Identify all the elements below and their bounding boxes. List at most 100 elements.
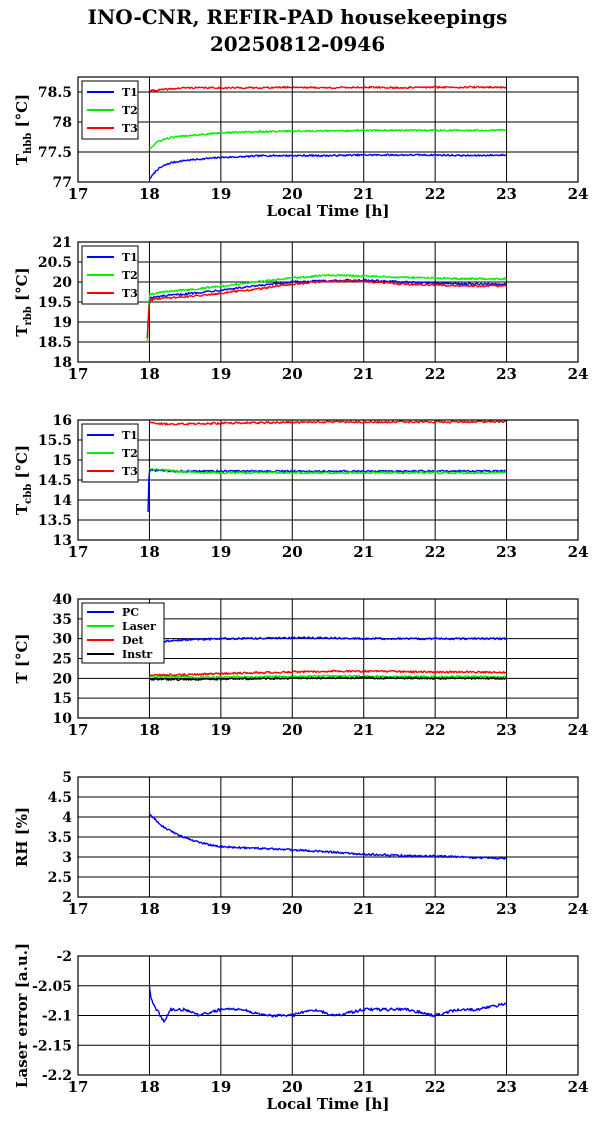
x-tick-label: 18 [139, 721, 160, 739]
y-tick-label: 13 [53, 533, 72, 549]
y-axis-label-main: Laser error [a.u.] [13, 943, 31, 1088]
chart-panel-6: -2.2 -2.15 -2.1 -2.05 -2 17 18 19 20 21 22 23 24 Lase… [13, 943, 588, 1113]
y-tick-label: 77 [53, 175, 72, 191]
legend-label: T3 [122, 287, 138, 300]
chart-legend: T1 T2 T3 [81, 423, 139, 483]
series-line-2 [149, 467, 507, 475]
y-tick-label: 20.5 [38, 255, 72, 271]
y-tick-label: 4 [62, 810, 72, 826]
y-axis-label-main: RH [%] [13, 807, 31, 867]
y-tick-label: 19.5 [38, 295, 72, 311]
y-tick-label: 25 [53, 652, 72, 668]
y-axis-label: Trbb [°C] [13, 267, 34, 336]
x-tick-label: 23 [496, 543, 517, 561]
x-tick-label: 19 [210, 365, 231, 383]
y-tick-label: 15 [53, 453, 72, 469]
x-tick-label: 19 [210, 1078, 231, 1096]
y-tick-label: 4.5 [48, 790, 72, 806]
series-line-3 [149, 669, 507, 677]
x-tick-label: 17 [68, 721, 89, 739]
legend-label: T2 [122, 447, 138, 460]
x-tick-label: 20 [282, 543, 303, 561]
legend-label: T1 [122, 86, 138, 99]
x-tick-label: 23 [496, 1078, 517, 1096]
x-tick-label: 22 [425, 900, 446, 918]
y-tick-label: 78 [53, 115, 72, 131]
y-axis-label: Thbb [°C] [13, 94, 34, 165]
plot-frame [77, 76, 579, 183]
x-tick-label: 23 [496, 365, 517, 383]
legend-label: PC [122, 606, 139, 619]
x-tick-label: 19 [210, 721, 231, 739]
y-axis-label: Laser error [a.u.] [13, 943, 31, 1088]
y-tick-label: -2.2 [42, 1068, 72, 1084]
x-tick-label: 22 [425, 721, 446, 739]
legend-label: T3 [122, 122, 138, 135]
chart-panel-5: 2 2.5 3 3.5 4 4.5 5 17 18 19 20 21 22 23 24 RH [%] [13, 770, 588, 918]
x-tick-label: 18 [139, 543, 160, 561]
x-tick-label: 18 [139, 365, 160, 383]
x-tick-label: 24 [568, 1078, 589, 1096]
x-tick-label: 18 [139, 1078, 160, 1096]
plot-frame [77, 955, 579, 1076]
y-tick-label: 14 [53, 493, 73, 509]
x-tick-label: 22 [425, 1078, 446, 1096]
x-tick-label: 21 [353, 185, 374, 203]
y-axis-label-sub: rbb [23, 306, 34, 325]
x-tick-label: 24 [568, 543, 589, 561]
series-line-3 [149, 85, 507, 92]
y-axis-label: Tcbb [°C] [13, 445, 34, 515]
y-tick-label: -2.1 [42, 1009, 72, 1025]
chart-legend: T1 T2 T3 [81, 80, 139, 140]
plot-frame [77, 419, 579, 541]
plot-frame [77, 241, 579, 363]
x-tick-label: 21 [353, 721, 374, 739]
x-tick-label: 20 [282, 900, 303, 918]
x-tick-label: 24 [568, 365, 589, 383]
x-axis-label: Local Time [h] [267, 202, 390, 220]
x-tick-label: 17 [68, 1078, 89, 1096]
x-tick-label: 20 [282, 365, 303, 383]
series-line-1 [148, 153, 507, 180]
y-axis-label-sub: cbb [23, 484, 34, 504]
x-tick-label: 19 [210, 900, 231, 918]
series-line-2 [149, 674, 507, 679]
y-tick-label: 40 [53, 592, 73, 608]
y-tick-label: 2 [62, 890, 72, 906]
y-tick-label: 21 [53, 235, 72, 251]
x-tick-label: 17 [68, 185, 89, 203]
y-tick-label: 78.5 [38, 85, 72, 101]
y-tick-label: -2.05 [32, 979, 72, 995]
x-tick-label: 17 [68, 543, 89, 561]
legend-label: Det [122, 634, 145, 647]
x-tick-label: 18 [139, 185, 160, 203]
x-tick-label: 24 [568, 185, 589, 203]
y-tick-label: 35 [53, 612, 72, 628]
y-tick-label: 13.5 [38, 513, 72, 529]
x-tick-label: 20 [282, 1078, 303, 1096]
x-tick-label: 21 [353, 365, 374, 383]
legend-label: T1 [122, 429, 138, 442]
y-tick-label: -2.15 [32, 1038, 72, 1054]
legend-label: T2 [122, 104, 138, 117]
x-tick-label: 22 [425, 185, 446, 203]
x-tick-label: 23 [496, 185, 517, 203]
series-line-3 [149, 420, 507, 426]
x-tick-label: 19 [210, 543, 231, 561]
figure-title-line1: INO-CNR, REFIR-PAD housekeepings [87, 5, 508, 29]
legend-label: Instr [122, 648, 152, 661]
y-axis-label: RH [%] [13, 807, 31, 867]
y-tick-label: 5 [62, 770, 72, 786]
legend-label: T2 [122, 269, 138, 282]
y-axis-label-main: T [°C] [13, 633, 31, 683]
y-axis-label-main: T [13, 503, 31, 515]
y-tick-label: 19 [53, 315, 72, 331]
figure-title-line2: 20250812-0946 [209, 32, 386, 56]
y-tick-label: 15.5 [38, 433, 72, 449]
y-axis-label-sub: hbb [23, 133, 34, 154]
x-tick-label: 23 [496, 721, 517, 739]
chart-panel-4: 10 15 20 25 30 35 40 17 18 19 20 21 22 23 24 PCLaserDet… [13, 592, 588, 739]
